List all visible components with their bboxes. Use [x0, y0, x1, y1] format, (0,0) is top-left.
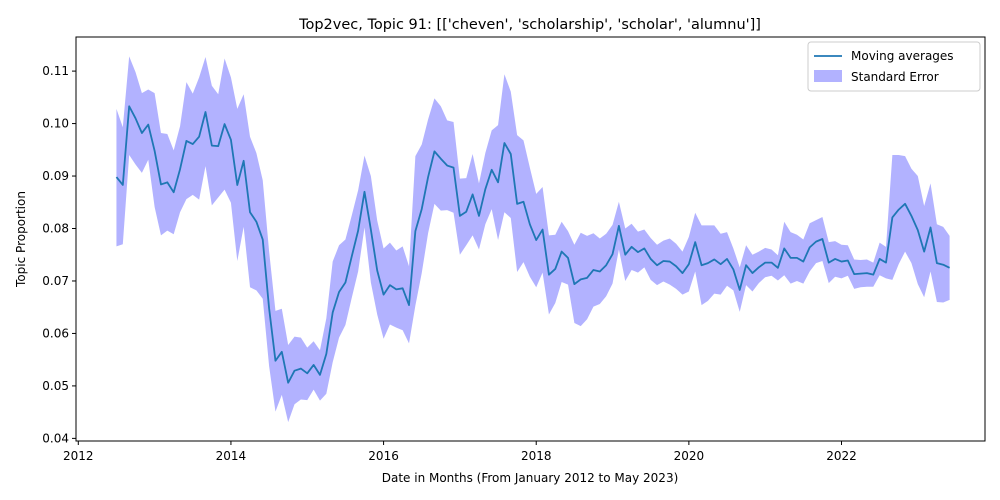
y-tick-label: 0.08: [42, 222, 69, 236]
x-tick-label: 2020: [674, 449, 705, 463]
x-tick-label: 2012: [63, 449, 94, 463]
legend-label-moving-averages: Moving averages: [851, 49, 954, 63]
moving-average-line-layer: [115, 105, 950, 384]
y-tick-label: 0.04: [42, 431, 69, 445]
y-tick-label: 0.06: [42, 326, 69, 340]
moving-average-line: [115, 105, 950, 384]
chart-title: Top2vec, Topic 91: [['cheven', 'scholars…: [298, 17, 761, 33]
standard-error-band-layer: [116, 56, 950, 423]
y-tick-label: 0.05: [42, 379, 69, 393]
y-axis-title: Topic Proportion: [14, 191, 28, 288]
legend: Moving averages Standard Error: [807, 41, 981, 92]
legend-label-standard-error: Standard Error: [851, 70, 939, 84]
x-tick-label: 2014: [216, 449, 247, 463]
y-tick-label: 0.11: [42, 64, 69, 78]
y-tick-label: 0.10: [42, 117, 69, 131]
standard-error-band: [116, 56, 950, 423]
y-tick-label: 0.07: [42, 274, 69, 288]
legend-frame: [807, 41, 981, 92]
x-tick-label: 2022: [826, 449, 857, 463]
x-axis-title: Date in Months (From January 2012 to May…: [382, 471, 679, 485]
x-tick-label: 2016: [368, 449, 399, 463]
x-axis: 2012 2014 2016 2018 2020 2022: [63, 441, 857, 463]
y-axis: 0.04 0.05 0.06 0.07 0.08 0.09 0.10 0.11: [42, 64, 76, 445]
x-tick-label: 2018: [521, 449, 552, 463]
plot-frame: [75, 36, 986, 442]
legend-band-swatch: [814, 70, 842, 82]
y-tick-label: 0.09: [42, 169, 69, 183]
